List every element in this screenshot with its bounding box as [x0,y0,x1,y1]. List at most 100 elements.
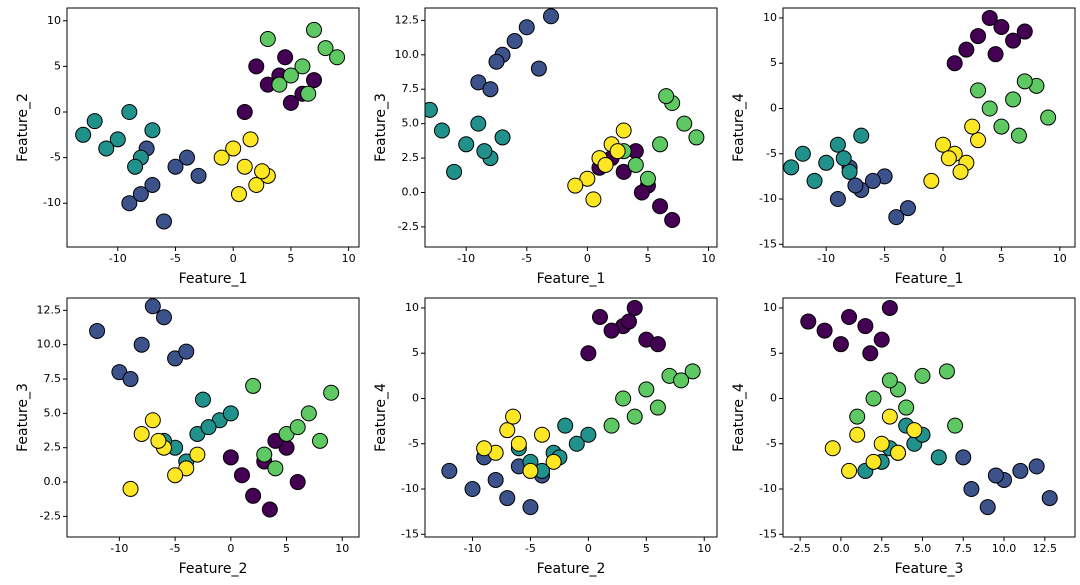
point [277,49,294,66]
y-tick-label: 0.0 [402,185,420,198]
point [684,363,701,380]
x-axis-label: Feature_2 [537,561,606,577]
axes-frame [66,297,360,538]
point [615,390,632,407]
point [458,136,475,153]
y-tick-label: -10 [43,196,61,209]
point [873,435,890,452]
subplot: -10 -5 0 5 10 -15 -10 -5 0 5 10 Feature_2 Feature_4 [373,297,718,577]
x-tick-label: 0 [940,252,947,265]
point [155,309,172,326]
x-tick-label: 0 [227,542,234,555]
point [261,501,278,518]
y-tick-label: 10 [763,301,777,314]
point [189,446,206,463]
point [952,163,969,180]
y-tick-label: 10 [763,11,777,24]
x-tick-label: 0 [584,252,591,265]
x-axis-label: Feature_1 [895,271,964,287]
point [568,435,585,452]
point [841,163,858,180]
point [639,170,656,187]
point [800,313,817,330]
point [222,405,239,422]
point [658,88,675,105]
x-tick-label: 10 [335,542,349,555]
point [122,371,139,388]
point [133,336,150,353]
point [248,176,265,193]
point [230,186,247,203]
point [482,81,499,98]
point [200,419,217,436]
y-tick-label: 0.0 [44,475,62,488]
point [248,58,265,75]
point [567,177,584,194]
point [121,195,138,212]
points [425,8,705,229]
point [499,490,516,507]
point [981,9,998,26]
x-axis-label: Feature_1 [537,271,606,287]
x-tick-label: 5 [283,542,290,555]
point [626,408,643,425]
x-tick-label: -10 [817,252,835,265]
point [835,150,852,167]
point [476,440,493,457]
point [955,449,972,466]
y-tick-label: 7.5 [44,372,62,385]
x-tick-label: -10 [109,252,127,265]
point [849,408,866,425]
point [289,474,306,491]
y-tick-label: 10.0 [395,48,420,61]
point [470,115,487,132]
point [178,343,195,360]
y-tick-label: 10.0 [37,338,62,351]
point [323,384,340,401]
y-tick-label: 7.5 [402,82,420,95]
point [923,172,940,189]
x-tick-label: -5 [170,252,181,265]
x-tick-label: 0 [230,252,237,265]
point [603,417,620,434]
point [245,487,262,504]
x-tick-label: -2.5 [789,542,810,555]
x-tick-label: 0 [585,542,592,555]
point [167,467,184,484]
point [914,367,931,384]
point [179,149,196,166]
point [849,426,866,443]
point [864,172,881,189]
point [1005,32,1022,49]
y-tick-label: 0 [770,101,777,114]
x-tick-label: 5 [998,252,1005,265]
point [938,363,955,380]
point [213,149,230,166]
y-axis-label: Feature_4 [373,383,389,452]
point [857,318,874,335]
point [545,453,562,470]
y-tick-label: -10 [759,482,777,495]
point [144,298,161,315]
point [510,435,527,452]
point [881,372,898,389]
point [841,309,858,326]
point [311,432,328,449]
x-tick-label: -10 [110,542,128,555]
point [132,186,149,203]
point [1028,458,1045,475]
y-tick-label: -5 [50,151,61,164]
point [505,408,522,425]
axes-frame [66,7,360,248]
point [847,177,864,194]
point [649,399,666,416]
point [225,140,242,157]
point [688,129,705,146]
y-axis-label: Feature_4 [731,93,747,162]
y-tick-label: 2.5 [44,441,62,454]
x-tick-label: 5 [643,542,650,555]
point [579,170,596,187]
x-tick-label: 0.0 [832,542,850,555]
point [615,122,632,139]
axes-frame [424,297,718,538]
